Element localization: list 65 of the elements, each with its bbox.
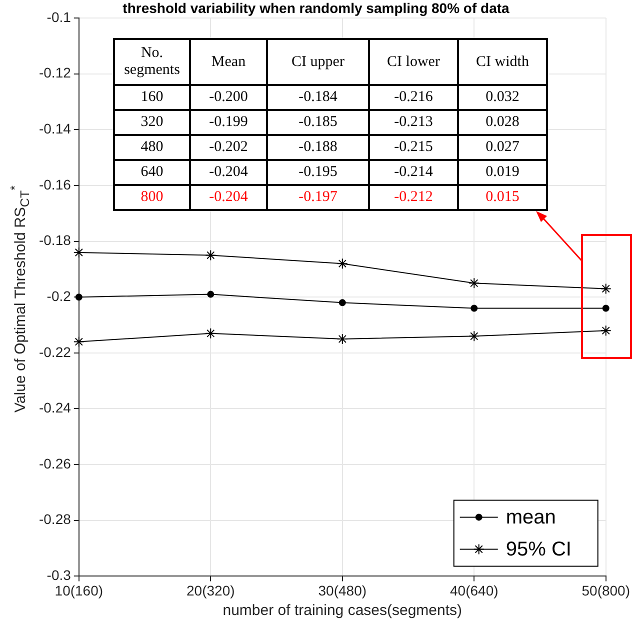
annotation: -0.195	[267, 160, 369, 185]
y-tick-label: -0.2	[46, 288, 72, 304]
y-tick-label: -0.14	[38, 120, 72, 136]
annotation: CI upper	[267, 39, 369, 85]
point	[602, 304, 610, 312]
annotation: 160	[114, 85, 190, 110]
point	[75, 294, 82, 301]
annotation: -0.199	[190, 110, 267, 135]
annotation: -0.216	[369, 85, 458, 110]
y-tick-label: -0.22	[38, 344, 72, 360]
y-tick-label: -0.26	[38, 455, 72, 472]
chart-title: threshold variability when randomly sampling 80% of data	[122, 0, 510, 16]
annotation: -0.204	[190, 185, 267, 210]
point	[470, 304, 478, 312]
x-tick-label: 20(320)	[186, 582, 235, 598]
x-axis-title: number of training cases(segments)	[222, 602, 462, 620]
point	[73, 336, 84, 348]
point	[338, 299, 346, 306]
x-tick-label: 30(480)	[318, 582, 367, 598]
point	[600, 283, 612, 294]
y-tick-label: -0.3	[46, 567, 72, 584]
y-tick-label: -0.24	[38, 400, 72, 416]
point	[468, 278, 480, 289]
y-tick-label: -0.16	[38, 176, 72, 192]
annotation: -0.215	[369, 135, 458, 160]
annotation: -0.185	[267, 110, 369, 135]
y-tick-label: -0.28	[38, 511, 72, 528]
annotation: -0.200	[190, 85, 267, 110]
annotation: 480	[114, 135, 190, 160]
annotation: 0.032	[458, 85, 547, 110]
annotation: 0.028	[458, 110, 547, 135]
y-tick-label: -0.18	[38, 232, 72, 248]
annotation: -0.197	[267, 185, 369, 210]
annotation: -0.214	[369, 160, 458, 185]
annotation: 0.019	[458, 160, 547, 185]
annotation: 320	[114, 110, 190, 135]
x-tick-label: 40(640)	[450, 582, 498, 598]
annotation: -0.202	[190, 135, 267, 160]
annotation: -0.188	[267, 135, 369, 160]
annotation: 0.015	[458, 185, 547, 210]
annotation: Mean	[190, 39, 267, 85]
point	[336, 333, 348, 344]
point	[336, 258, 348, 270]
annotation: -0.184	[267, 85, 369, 110]
legend-label: 95% CI	[506, 538, 572, 561]
point	[205, 250, 216, 261]
annotation: 640	[114, 160, 190, 185]
point	[600, 325, 612, 336]
annotation: CI width	[458, 39, 547, 85]
y-tick-label: -0.12	[38, 64, 72, 81]
x-tick-label: 50(800)	[582, 582, 630, 598]
annotation: -0.213	[369, 110, 458, 135]
legend-label: mean	[506, 506, 556, 529]
point	[207, 290, 214, 298]
annotation: 0.027	[458, 135, 547, 160]
point	[205, 328, 216, 339]
annotation: 800	[114, 185, 190, 210]
annotation: No. segments	[114, 39, 190, 85]
annotation: -0.212	[369, 185, 458, 210]
y-tick-label: -0.1	[46, 8, 72, 25]
point	[73, 246, 84, 258]
point	[468, 330, 480, 342]
annotation: CI lower	[369, 39, 458, 85]
annotation: -0.204	[190, 160, 267, 185]
x-tick-label: 10(160)	[54, 582, 104, 598]
